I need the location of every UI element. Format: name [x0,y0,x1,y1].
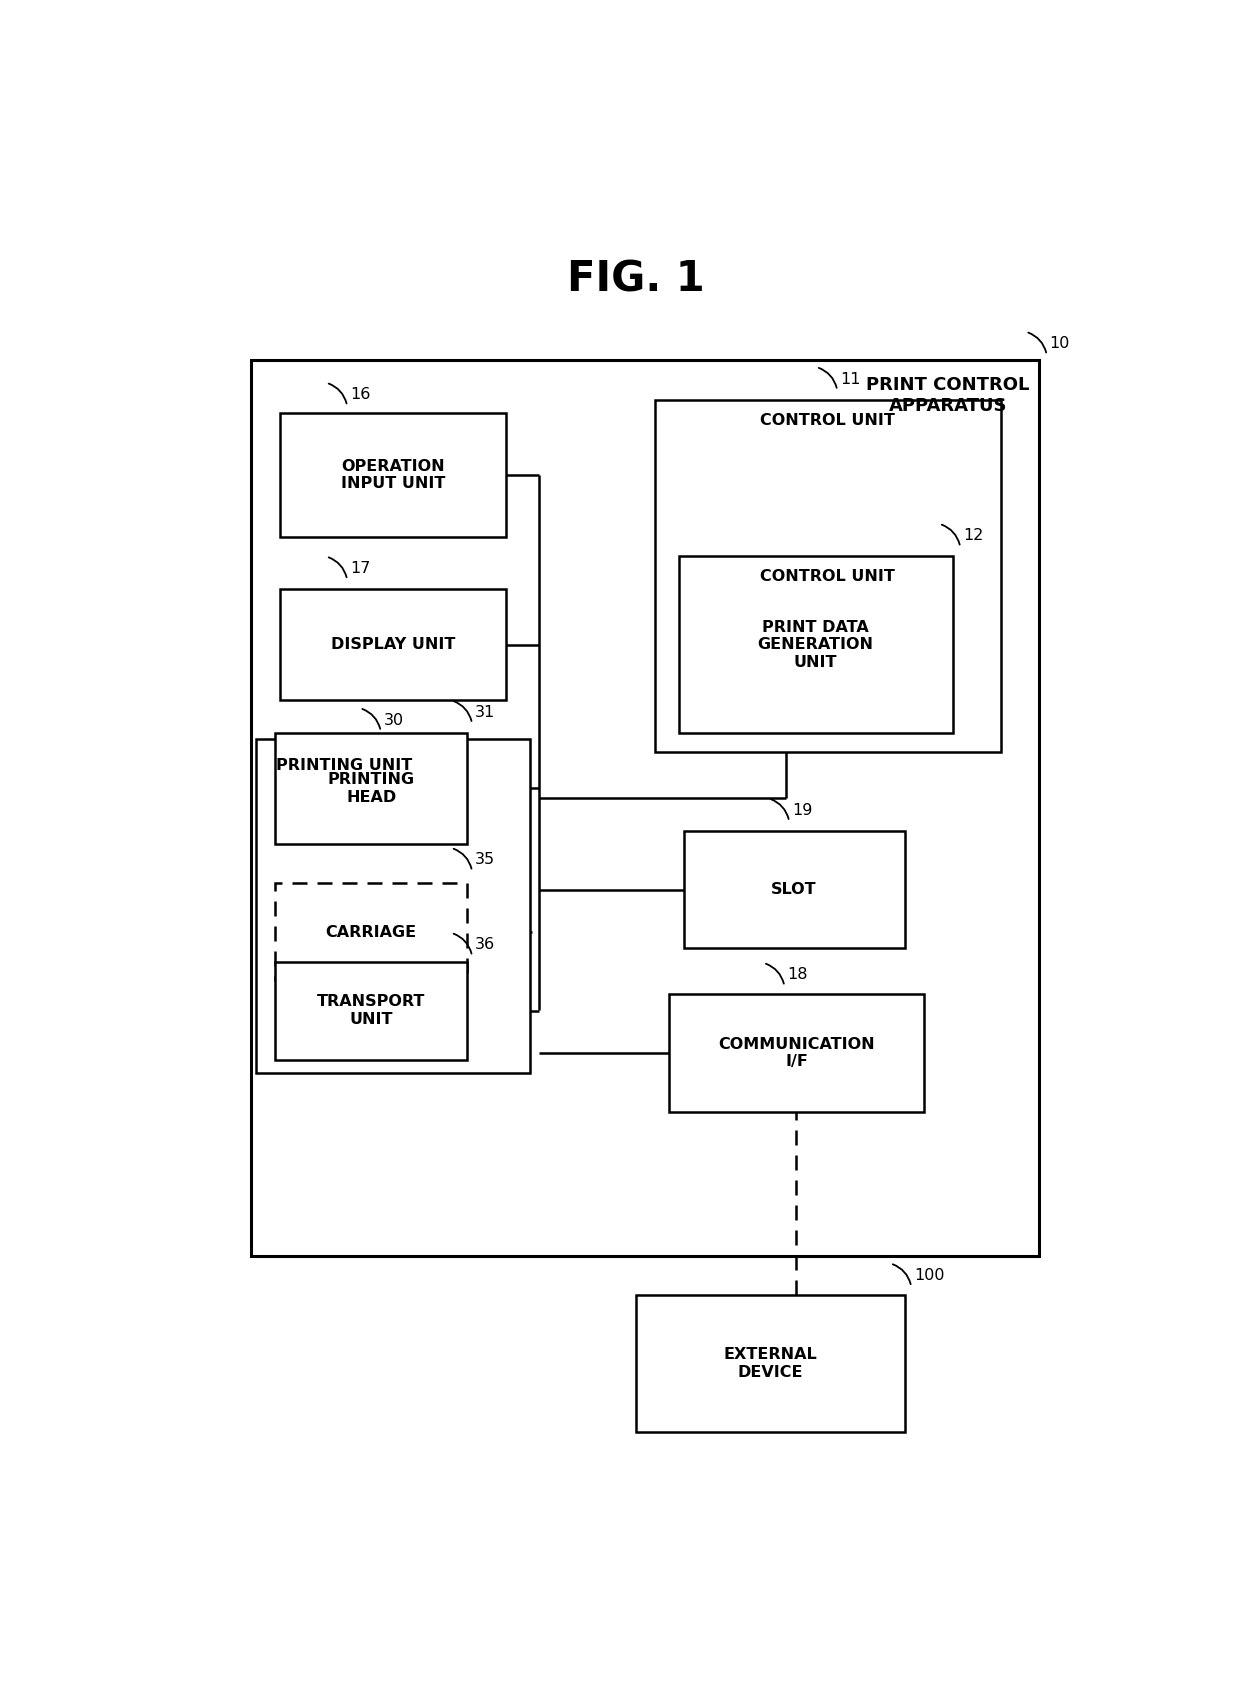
Text: 18: 18 [787,967,807,983]
Text: PRINTING UNIT: PRINTING UNIT [277,757,413,772]
Text: 100: 100 [914,1268,945,1283]
Bar [250,360,1039,1256]
Text: FIG. 1: FIG. 1 [567,258,704,300]
Text: PRINTING
HEAD: PRINTING HEAD [327,772,415,804]
Bar [683,832,905,949]
Text: 10: 10 [1050,336,1070,351]
Text: TRANSPORT
UNIT: TRANSPORT UNIT [317,994,425,1027]
Text: EXTERNAL
DEVICE: EXTERNAL DEVICE [723,1347,817,1380]
Bar [635,1295,905,1432]
Text: COMMUNICATION
I/F: COMMUNICATION I/F [718,1037,874,1069]
Text: OPERATION
INPUT UNIT: OPERATION INPUT UNIT [341,458,445,490]
Text: CONTROL UNIT: CONTROL UNIT [760,568,895,584]
Text: 31: 31 [475,704,495,720]
Text: CONTROL UNIT: CONTROL UNIT [760,412,895,428]
Bar [670,994,924,1112]
Text: 11: 11 [841,372,861,387]
Bar [255,740,529,1073]
Text: DISPLAY UNIT: DISPLAY UNIT [331,636,455,652]
Text: 36: 36 [475,937,495,952]
Text: 16: 16 [350,387,371,402]
Text: CARRIAGE: CARRIAGE [326,925,417,940]
Text: 35: 35 [475,852,495,867]
Text: 12: 12 [963,528,983,543]
Text: PRINT DATA
GENERATION
UNIT: PRINT DATA GENERATION UNIT [758,619,874,670]
Text: 30: 30 [383,713,404,728]
Text: 17: 17 [350,562,371,575]
Bar [678,557,952,733]
Bar [280,412,506,536]
Text: PRINT CONTROL
APPARATUS: PRINT CONTROL APPARATUS [866,377,1029,416]
Bar [275,733,467,843]
Text: SLOT: SLOT [771,882,817,898]
Bar [655,400,1001,752]
Bar [280,589,506,701]
Bar [275,882,467,981]
Text: 19: 19 [792,803,812,818]
Bar [275,962,467,1059]
